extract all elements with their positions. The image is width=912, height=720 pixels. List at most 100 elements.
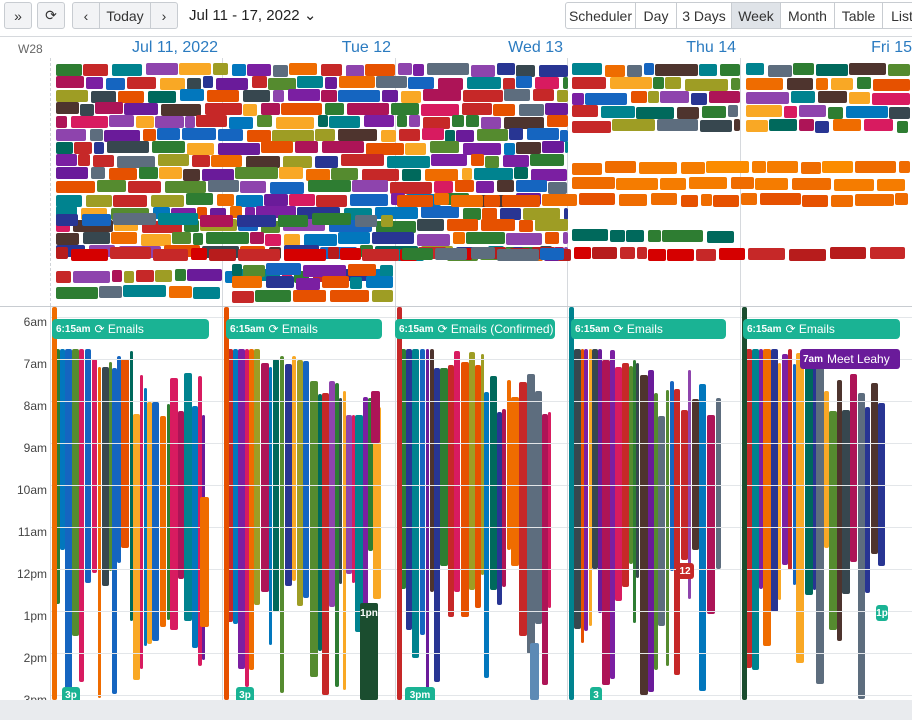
timed-event[interactable]: [548, 412, 551, 608]
all-day-event[interactable]: [720, 64, 740, 76]
all-day-event[interactable]: [350, 277, 362, 289]
all-day-event[interactable]: [767, 161, 798, 173]
all-day-event[interactable]: [339, 76, 375, 88]
timed-event[interactable]: [147, 402, 152, 644]
all-day-event[interactable]: [217, 194, 234, 206]
all-day-event[interactable]: [897, 121, 908, 133]
view-day-button[interactable]: Day: [635, 2, 677, 29]
all-day-event[interactable]: [90, 129, 103, 141]
all-day-event[interactable]: [158, 154, 189, 166]
all-day-event[interactable]: [376, 76, 407, 88]
all-day-event[interactable]: [341, 154, 384, 166]
all-day-event[interactable]: [833, 119, 861, 131]
all-day-event[interactable]: [648, 91, 659, 103]
timed-event[interactable]: [406, 349, 412, 630]
all-day-event[interactable]: [462, 168, 472, 180]
timed-event[interactable]: [117, 356, 121, 563]
all-day-event[interactable]: [56, 129, 86, 141]
all-day-event[interactable]: [877, 179, 905, 191]
all-day-event[interactable]: [601, 106, 635, 118]
timed-event[interactable]: [454, 351, 460, 592]
all-day-event[interactable]: [637, 247, 647, 259]
emails-event-wed[interactable]: 6:15am ⟳ Emails (Confirmed): [395, 319, 555, 339]
all-day-event[interactable]: [620, 247, 635, 259]
all-day-event[interactable]: [355, 215, 377, 227]
all-day-event[interactable]: [789, 249, 826, 261]
all-day-event[interactable]: [752, 161, 766, 173]
all-day-event[interactable]: [56, 271, 71, 283]
timed-event[interactable]: [763, 349, 771, 646]
timed-event[interactable]: [602, 360, 610, 685]
all-day-event[interactable]: [141, 234, 171, 246]
all-day-event[interactable]: [816, 64, 848, 76]
timed-event[interactable]: [130, 351, 133, 621]
all-day-event[interactable]: [731, 177, 754, 189]
all-day-event[interactable]: [86, 195, 112, 207]
timed-event[interactable]: [793, 364, 796, 585]
all-day-event[interactable]: [71, 116, 108, 128]
all-day-event[interactable]: [707, 231, 734, 243]
all-day-event[interactable]: [127, 77, 156, 89]
all-day-event[interactable]: [430, 141, 459, 153]
timed-event[interactable]: [371, 391, 380, 443]
all-day-event[interactable]: [315, 156, 338, 168]
all-day-event[interactable]: [200, 215, 233, 227]
timed-event[interactable]: [688, 370, 691, 599]
timed-event[interactable]: [670, 381, 674, 571]
all-day-event[interactable]: [421, 206, 459, 218]
timed-event[interactable]: [622, 363, 629, 587]
timed-event[interactable]: [233, 349, 238, 624]
all-day-event[interactable]: [818, 91, 847, 103]
all-day-event[interactable]: [514, 167, 528, 179]
all-day-event[interactable]: [362, 169, 399, 181]
all-day-event[interactable]: [746, 78, 783, 90]
all-day-event[interactable]: [527, 128, 559, 140]
all-day-event[interactable]: [111, 232, 137, 244]
all-day-event[interactable]: [616, 178, 658, 190]
all-day-event[interactable]: [453, 232, 465, 244]
timed-event[interactable]: [481, 354, 484, 575]
all-day-event[interactable]: [402, 248, 433, 260]
all-day-event[interactable]: [56, 167, 88, 179]
all-day-event[interactable]: [872, 93, 910, 105]
all-day-event[interactable]: [197, 207, 207, 219]
event-badge-1pn[interactable]: 1pn: [360, 605, 378, 621]
timed-event[interactable]: [771, 349, 778, 612]
all-day-event[interactable]: [485, 156, 499, 168]
all-day-event[interactable]: [257, 115, 272, 127]
all-day-event[interactable]: [366, 143, 404, 155]
all-day-event[interactable]: [605, 65, 625, 77]
all-day-event[interactable]: [531, 169, 567, 181]
all-day-event[interactable]: [699, 64, 717, 76]
all-day-event[interactable]: [585, 93, 627, 105]
all-day-event[interactable]: [397, 195, 433, 207]
all-day-event[interactable]: [390, 182, 432, 194]
all-day-event[interactable]: [71, 249, 108, 261]
day-header-wed[interactable]: Wed 13: [508, 39, 563, 56]
all-day-event[interactable]: [545, 232, 559, 244]
all-day-event[interactable]: [431, 154, 467, 166]
all-day-event[interactable]: [278, 215, 308, 227]
timed-event[interactable]: [224, 307, 229, 700]
all-day-event[interactable]: [734, 119, 740, 131]
all-day-event[interactable]: [849, 63, 886, 75]
event-badge-3pm-wed[interactable]: 3pm: [405, 687, 435, 700]
all-day-event[interactable]: [425, 169, 458, 181]
all-day-event[interactable]: [423, 89, 461, 101]
timed-event[interactable]: [674, 389, 680, 675]
all-day-event[interactable]: [681, 162, 705, 174]
all-day-event[interactable]: [56, 64, 82, 76]
all-day-event[interactable]: [56, 154, 77, 166]
timed-event[interactable]: [788, 349, 792, 570]
all-day-event[interactable]: [864, 119, 893, 131]
all-day-event[interactable]: [834, 179, 874, 191]
timed-event[interactable]: [752, 349, 759, 670]
all-day-event[interactable]: [182, 128, 216, 140]
timed-event[interactable]: [497, 412, 502, 605]
all-day-event[interactable]: [380, 265, 393, 277]
all-day-event[interactable]: [321, 64, 342, 76]
timed-event[interactable]: [829, 411, 837, 630]
all-day-event[interactable]: [427, 63, 469, 75]
all-day-event[interactable]: [364, 115, 394, 127]
all-day-event[interactable]: [471, 154, 484, 166]
